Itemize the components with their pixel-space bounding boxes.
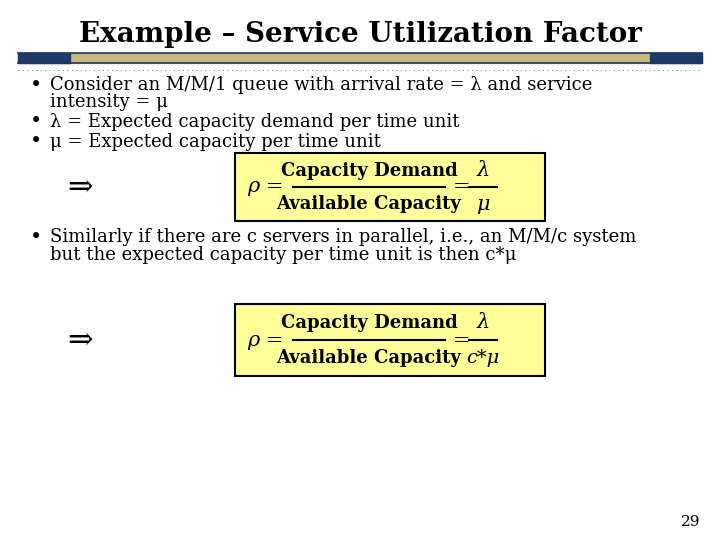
Text: but the expected capacity per time unit is then c*μ: but the expected capacity per time unit … <box>50 246 516 264</box>
Text: λ: λ <box>477 314 490 333</box>
Text: μ = Expected capacity per time unit: μ = Expected capacity per time unit <box>50 133 381 151</box>
Text: λ = Expected capacity demand per time unit: λ = Expected capacity demand per time un… <box>50 113 459 131</box>
Text: ρ =: ρ = <box>247 178 284 197</box>
Text: •: • <box>30 132 42 152</box>
Text: Available Capacity: Available Capacity <box>276 349 462 367</box>
Text: =: = <box>453 178 471 197</box>
Text: λ: λ <box>477 161 490 180</box>
Text: =: = <box>453 330 471 349</box>
Text: Similarly if there are c servers in parallel, i.e., an M/M/c system: Similarly if there are c servers in para… <box>50 228 636 246</box>
Text: Example – Service Utilization Factor: Example – Service Utilization Factor <box>78 22 642 49</box>
Text: •: • <box>30 112 42 132</box>
FancyBboxPatch shape <box>235 304 545 376</box>
Text: •: • <box>30 76 42 94</box>
Text: Available Capacity: Available Capacity <box>276 195 462 213</box>
Text: Consider an M/M/1 queue with arrival rate = λ and service: Consider an M/M/1 queue with arrival rat… <box>50 76 593 94</box>
Text: 29: 29 <box>680 515 700 529</box>
Text: ⇒: ⇒ <box>67 325 93 355</box>
FancyBboxPatch shape <box>235 153 545 221</box>
Text: Capacity Demand: Capacity Demand <box>281 162 457 180</box>
Text: μ: μ <box>476 194 490 213</box>
Text: intensity = μ: intensity = μ <box>50 93 168 111</box>
Text: ρ =: ρ = <box>247 330 284 349</box>
Text: Capacity Demand: Capacity Demand <box>281 314 457 332</box>
Text: •: • <box>30 227 42 246</box>
Text: ⇒: ⇒ <box>67 172 93 202</box>
Text: c*μ: c*μ <box>467 349 500 367</box>
